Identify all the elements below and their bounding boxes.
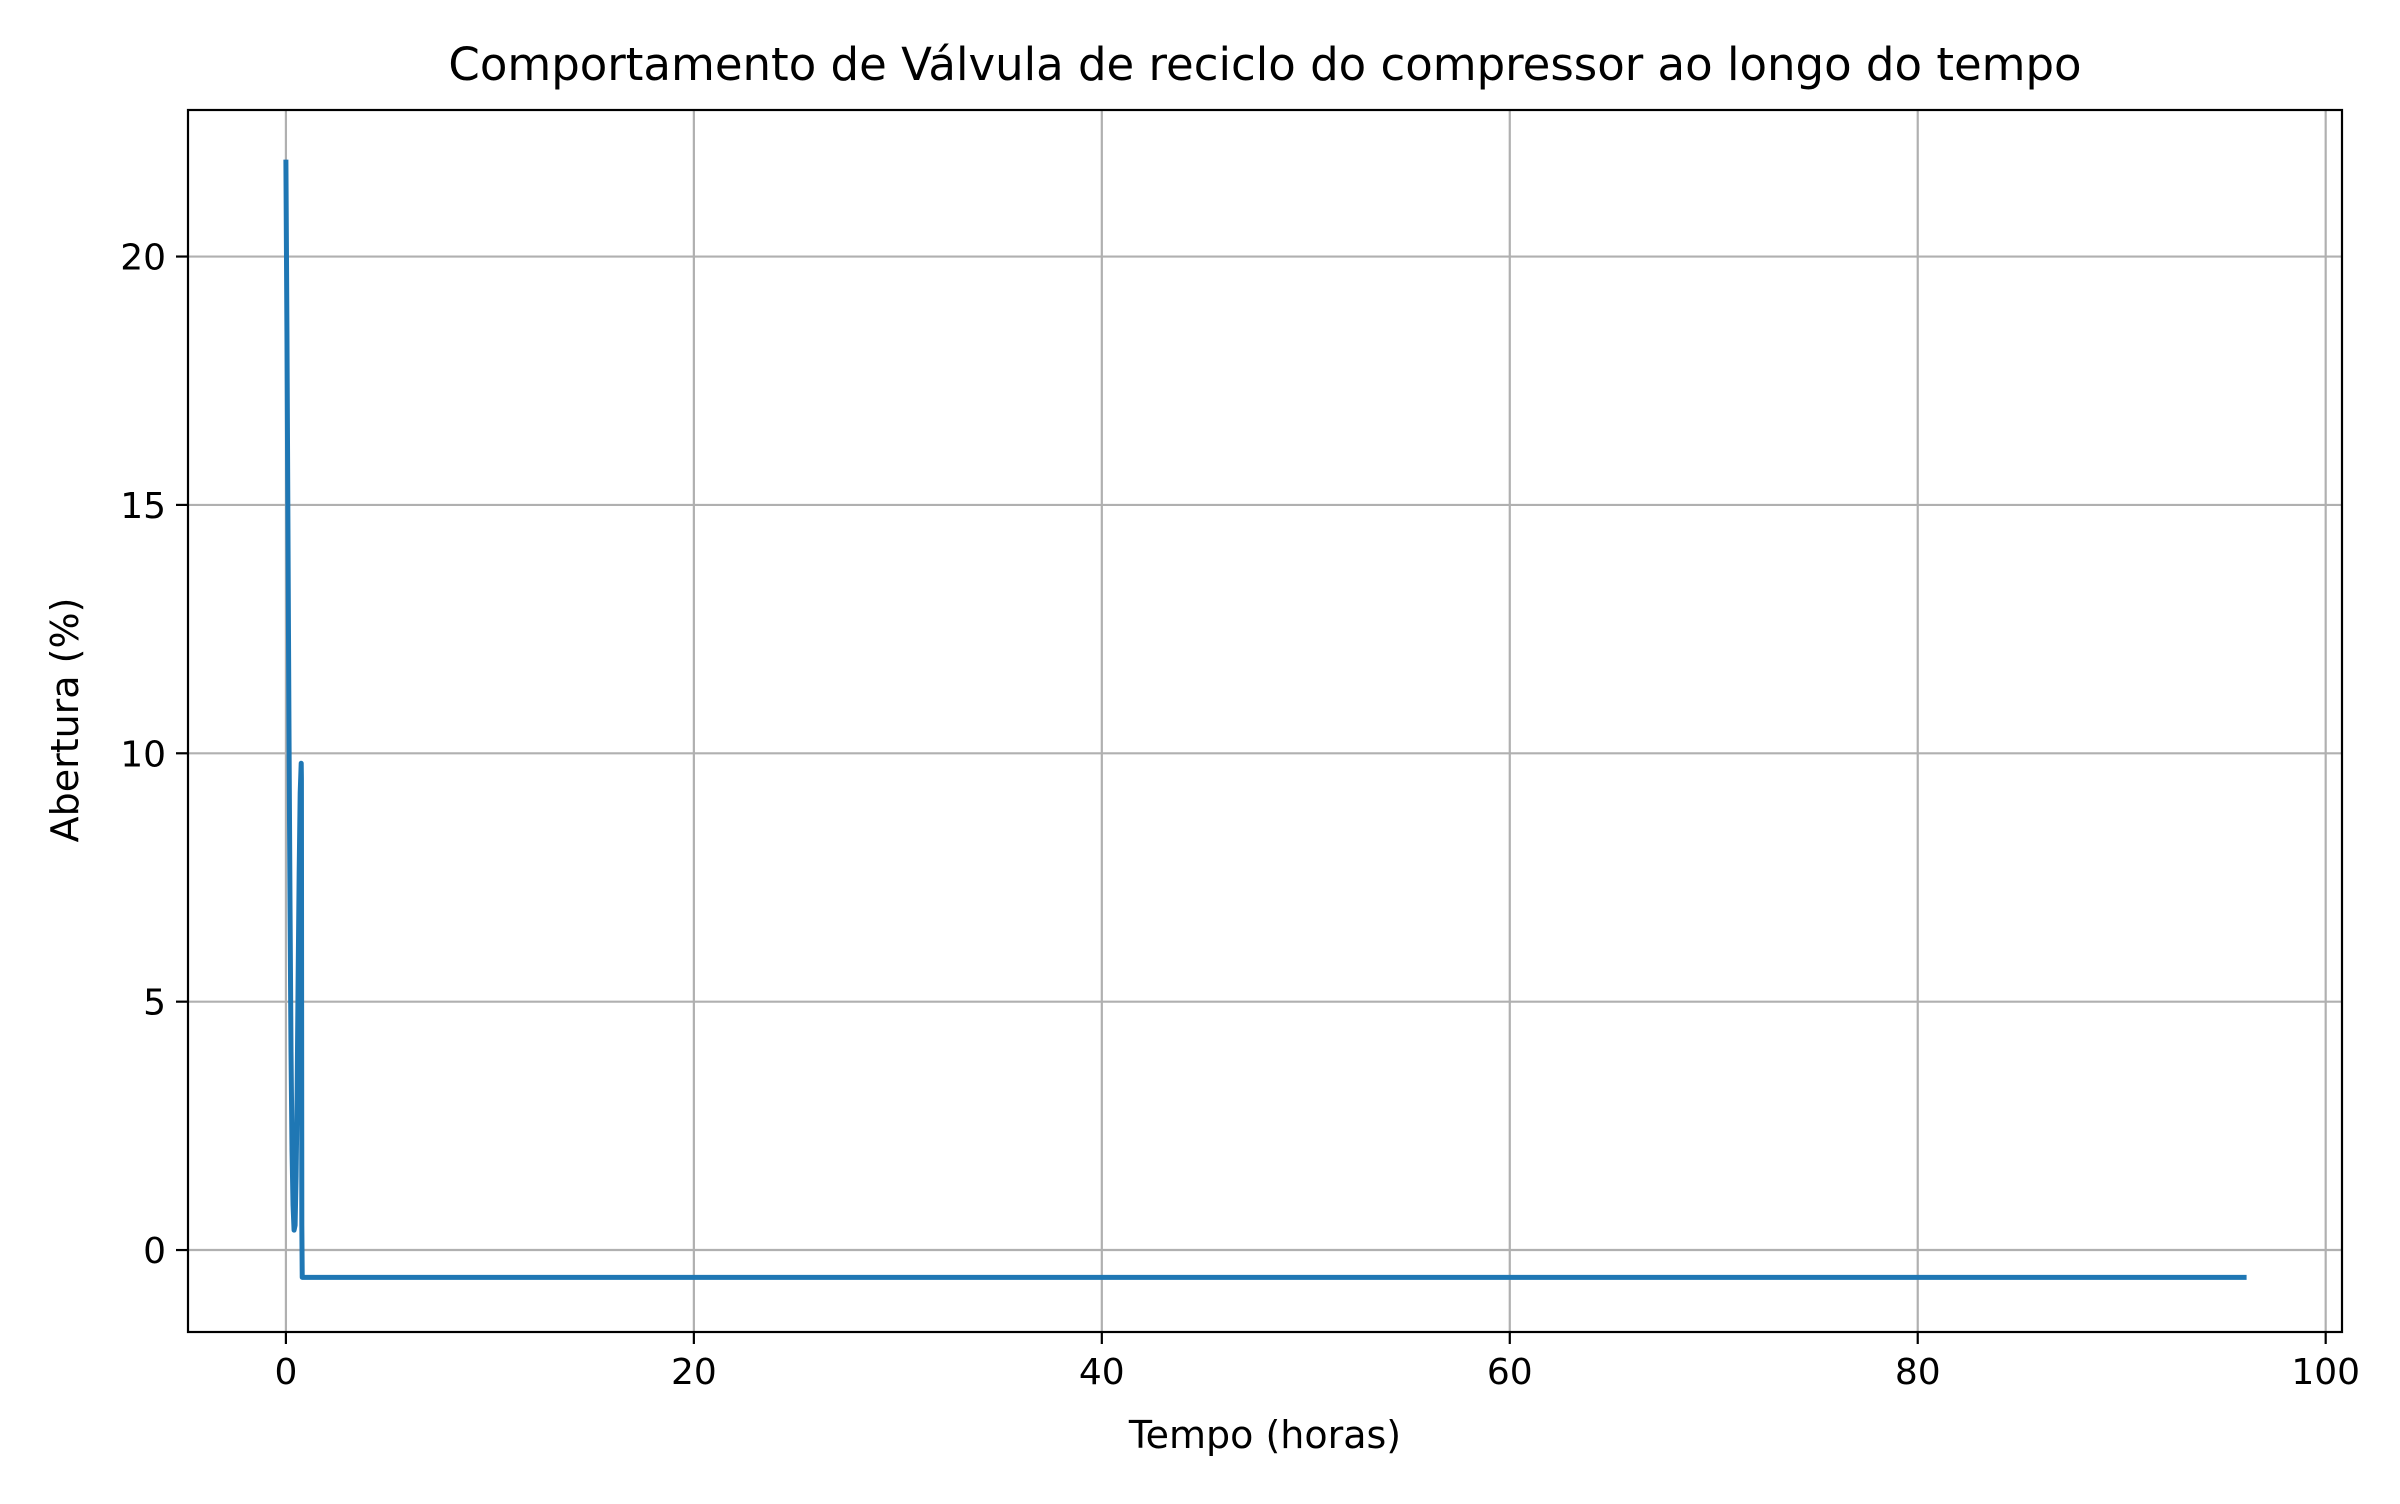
x-tick-label: 40 [1079,1352,1125,1393]
y-tick-label: 5 [143,983,166,1024]
x-tick-label: 60 [1487,1352,1533,1393]
series-line [283,159,2247,1280]
series-layer [283,159,2247,1280]
plot-frame [186,108,2344,1334]
chart-title: Comportamento de Válvula de reciclo do c… [448,38,2081,91]
x-tick-label: 20 [671,1352,717,1393]
y-tick-label: 10 [120,734,166,775]
y-tick-label: 0 [143,1231,166,1272]
y-axis-ticks: 0 5 10 15 20 [120,238,188,1272]
y-tick-label: 15 [120,486,166,527]
x-tick-label: 0 [274,1352,297,1393]
y-tick-label: 20 [120,238,166,279]
grid [188,110,2342,1332]
x-axis-ticks: 0 20 40 60 80 100 [274,1332,2360,1393]
y-axis-label: Abertura (%) [43,598,87,843]
x-tick-label: 80 [1895,1352,1941,1393]
x-axis-label: Tempo (horas) [1128,1413,1401,1457]
x-tick-label: 100 [2291,1352,2360,1393]
